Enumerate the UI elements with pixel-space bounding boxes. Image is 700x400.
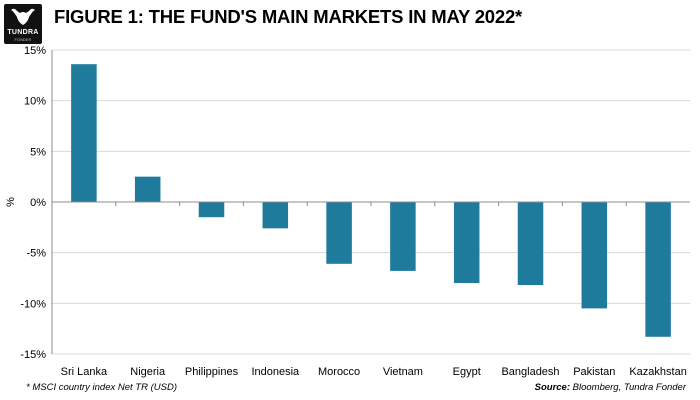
source-note: Source: Bloomberg, Tundra Fonder (535, 382, 686, 393)
y-tick-label: -10% (20, 298, 46, 310)
x-tick-label: Nigeria (130, 366, 166, 378)
y-tick-label: -15% (20, 349, 46, 361)
bar (453, 202, 480, 284)
x-tick-label: Morocco (318, 366, 360, 378)
y-tick-label: 5% (30, 146, 46, 158)
y-tick-label: -5% (26, 248, 46, 260)
x-tick-label: Indonesia (251, 366, 300, 378)
source-label: Source: (534, 382, 570, 393)
bar (71, 64, 97, 202)
y-tick-label: 15% (24, 45, 46, 57)
figure-title: FIGURE 1: THE FUND'S MAIN MARKETS IN MAY… (54, 6, 523, 27)
bar (262, 202, 289, 229)
logo-sub: FONDER (14, 37, 32, 42)
bar (517, 202, 544, 286)
source-text: Bloomberg, Tundra Fonder (572, 382, 686, 393)
bar (134, 176, 161, 202)
x-tick-label: Philippines (185, 366, 239, 378)
x-tick-label: Sri Lanka (61, 366, 108, 378)
y-tick-label: 10% (24, 96, 46, 108)
x-tick-label: Bangladesh (501, 366, 559, 378)
x-tick-label: Pakistan (573, 366, 615, 378)
bar (326, 202, 352, 264)
x-tick-label: Egypt (453, 366, 481, 378)
logo-name: TUNDRA (7, 29, 39, 36)
tundra-logo: TUNDRA FONDER (4, 4, 42, 44)
bull-head-icon (11, 8, 35, 25)
bar (581, 202, 608, 309)
footnote: * MSCI country index Net TR (USD) (26, 382, 177, 393)
bar (198, 202, 225, 218)
bar (390, 202, 416, 271)
x-tick-label: Vietnam (383, 366, 423, 378)
y-axis-title: % (5, 197, 17, 207)
y-tick-label: 0% (30, 197, 46, 209)
bar (645, 202, 671, 337)
x-tick-label: Kazakhstan (629, 366, 686, 378)
